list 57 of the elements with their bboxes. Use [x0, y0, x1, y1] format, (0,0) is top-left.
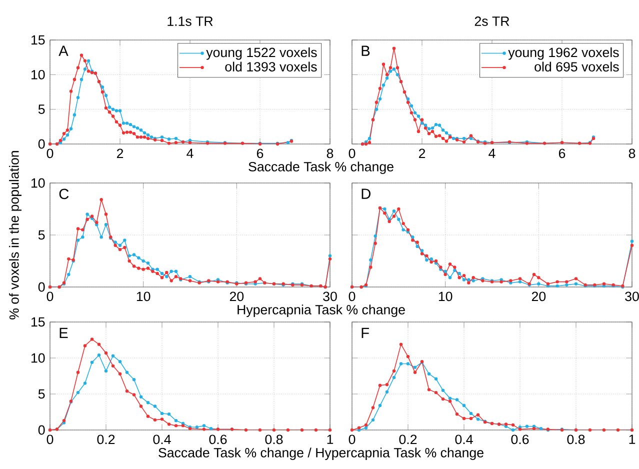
x-tick-label: 1 [327, 434, 334, 444]
x-tick-label: 0.6 [511, 434, 529, 444]
y-tick-label: 0 [38, 425, 45, 435]
y-tick-label: 5 [38, 104, 45, 114]
x-tick-label: 0.2 [97, 434, 115, 444]
x-tick-label: 0 [46, 434, 54, 444]
x-tick-label: 8 [326, 148, 334, 158]
x-axis-title: Saccade Task % change / Hypercapnia Task % change [158, 448, 484, 460]
y-tick-label: 15 [31, 35, 45, 45]
x-tick-label: 6 [558, 148, 566, 158]
x-tick-label: 8 [628, 148, 636, 158]
legend-label: old 1393 voxels [225, 62, 317, 72]
x-tick-label: 0 [46, 292, 54, 302]
x-tick-label: 0.6 [209, 434, 227, 444]
y-tick-label: 10 [31, 178, 45, 188]
annotation: D [362, 188, 370, 199]
legend-label: young 1962 voxels [508, 47, 619, 60]
y-axis-title: % of voxels in the population [9, 151, 22, 320]
x-tick-label: 6 [256, 148, 264, 158]
x-tick-label: 1 [629, 434, 636, 444]
x-axis-title: Hypercapnia Task % change [238, 304, 405, 318]
chart-title: 2s TR [474, 16, 510, 26]
y-tick-label: 10 [31, 70, 45, 80]
x-tick-label: 0 [46, 148, 54, 158]
x-tick-label: 20 [230, 292, 244, 302]
x-tick-label: 30 [323, 292, 337, 302]
annotation: C [59, 188, 69, 200]
x-tick-label: 0.4 [153, 434, 171, 444]
y-tick-label: 0 [38, 139, 45, 149]
x-tick-label: 20 [532, 292, 546, 302]
x-tick-label: 0 [348, 148, 356, 158]
x-tick-label: 0.8 [265, 434, 283, 444]
annotation: F [362, 328, 369, 338]
x-tick-label: 2 [418, 148, 426, 158]
x-tick-label: 0.8 [567, 434, 585, 444]
x-tick-label: 10 [136, 292, 150, 302]
legend-label: old 695 voxels [534, 62, 619, 72]
chart-title: 1.1s TR [168, 16, 213, 26]
x-tick-label: 2 [116, 148, 124, 158]
y-tick-label: 15 [31, 317, 45, 327]
x-tick-label: 10 [438, 292, 452, 302]
y-tick-label: 5 [38, 230, 45, 240]
x-tick-label: 0.2 [399, 434, 417, 444]
annotation: B [362, 46, 370, 56]
annotation: A [58, 46, 68, 56]
y-tick-label: 10 [31, 353, 45, 363]
y-tick-label: 0 [38, 282, 45, 292]
x-axis-title: Saccade Task % change [248, 162, 394, 174]
x-tick-label: 4 [186, 148, 194, 158]
x-tick-label: 0 [348, 292, 356, 302]
y-tick-label: 5 [38, 389, 45, 399]
x-tick-label: 30 [625, 292, 639, 302]
x-tick-label: 0.4 [455, 434, 473, 444]
annotation: E [60, 328, 68, 338]
x-tick-label: 4 [488, 148, 496, 158]
x-tick-label: 0 [348, 434, 356, 444]
legend-label: young 1522 voxels [206, 47, 317, 60]
